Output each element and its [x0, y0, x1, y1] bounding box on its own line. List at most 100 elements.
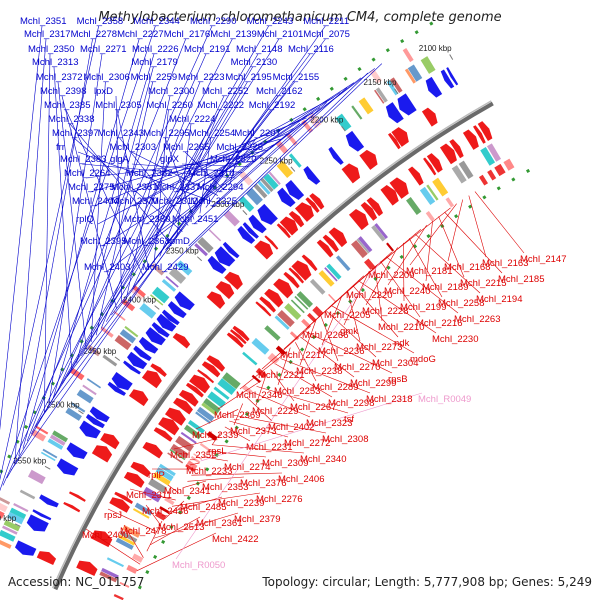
tick-label: 2450 kbp [83, 347, 116, 356]
gene-label-minus: Mchl_2305 [95, 100, 141, 111]
minus-cog-band [375, 87, 388, 103]
gene-label-plus: Mchl_2229 [252, 406, 298, 417]
outer-rna-band [132, 285, 146, 298]
minus-strand-gene [237, 225, 256, 244]
plus-strand-gene-outer [254, 240, 274, 260]
gene-label-minus: rplQ [76, 214, 94, 225]
gene-label-plus: Mchl_2323 [306, 418, 352, 429]
gene-label-plus: Mchl_2185 [498, 274, 544, 285]
minus-strand-gene [89, 406, 110, 423]
plus-strand-gene-outer [150, 363, 167, 377]
gene-label-plus: Mchl_2263 [454, 314, 500, 325]
plus-strand-gene [462, 129, 479, 150]
leader-line-minus [147, 149, 268, 179]
minus-cog-band [161, 278, 177, 292]
gene-label-minus: Mchl_2300 [148, 86, 194, 97]
gene-label-minus: Mchl_2395 [80, 236, 126, 247]
plus-cog-band [169, 448, 186, 461]
leader-line-minus [209, 144, 275, 179]
plus-rna-band [386, 242, 395, 252]
gene-label-minus: Mchl_2310 [188, 168, 234, 179]
minus-cog-band [276, 160, 294, 179]
minus-strand-gene [161, 309, 180, 326]
gene-label-minus: Mchl_2162 [256, 86, 302, 97]
gene-label-minus: Mchl_2275 [68, 182, 114, 193]
gene-label-minus: Mchl_2155 [273, 72, 319, 83]
gene-label-plus: Mchl_2369 [214, 410, 260, 421]
gene-label-minus: Mchl_2429 [142, 262, 188, 273]
minus-strand-gene [167, 301, 187, 319]
leader-line-plus [358, 280, 437, 334]
tick-label: 2200 kbp [310, 116, 343, 125]
gene-label-minus: Mchl_2243 [247, 16, 293, 27]
minus-cog-band [82, 384, 97, 396]
gene-label-plus: Mchl_2231 [246, 442, 292, 453]
gene-label-plus: Mchl_2402 [268, 422, 314, 433]
leader-line-plus [331, 305, 415, 354]
plus-strand-gene [114, 491, 133, 505]
leader-line-plus [171, 492, 261, 507]
gene-label-plus: Mchl_2346 [236, 390, 282, 401]
gene-label-plus: Mchl_2239 [218, 498, 264, 509]
plus-cog-band [213, 386, 230, 400]
leader-line-plus [387, 224, 427, 286]
plus-strand-gene [366, 197, 384, 217]
minus-strand-gene [425, 76, 443, 98]
gene-label-plus: Mchl_2299 [350, 378, 396, 389]
leader-line-plus [168, 496, 223, 513]
plus-strand-gene [291, 260, 312, 281]
minus-strand-gene [242, 222, 259, 239]
leader-line-minus [164, 137, 195, 220]
leader-line-minus [93, 117, 307, 207]
leader-line-plus [107, 508, 158, 533]
leader-line-minus [48, 53, 103, 406]
minus-cog-band [194, 243, 208, 257]
minus-strand-gene [257, 203, 278, 225]
gene-label-plus: Mchl_2168 [444, 262, 490, 273]
minus-cog-band [13, 503, 29, 513]
leader-line-plus [468, 195, 487, 258]
leader-line-minus [95, 81, 153, 336]
leader-line-minus [159, 109, 220, 257]
gene-label-plus: Mchl_2194 [476, 294, 522, 305]
leader-line-minus [165, 109, 272, 251]
minus-strand-gene [85, 413, 105, 429]
minus-cog-band [65, 407, 82, 421]
tick-mark [290, 166, 296, 172]
plus-strand-gene-outer [206, 291, 226, 309]
gene-label-plus: Mchl_2270 [334, 362, 380, 373]
plus-cog-band [351, 240, 368, 259]
tick-mark [394, 88, 399, 95]
plus-cog-band [152, 472, 171, 486]
minus-strand-gene [111, 372, 133, 391]
minus-strand-gene [107, 381, 127, 396]
gene-label-plus: Mchl_2436 [142, 506, 188, 517]
minus-cog-band [374, 89, 385, 104]
gene-label-minus: Mchl_2176 [164, 29, 210, 40]
plus-cog-band [326, 263, 342, 280]
gene-label-minus: Mchl_2225 [217, 142, 263, 153]
minus-cog-band [9, 507, 27, 520]
gene-label-minus: Mchl_2148 [236, 44, 282, 55]
gene-label-minus: Mchl_2363 [123, 236, 169, 247]
plus-cog-band [132, 508, 150, 519]
leader-line-plus [295, 342, 317, 382]
plus-strand-gene [173, 397, 193, 415]
gene-label-plus: rpsL [208, 446, 226, 457]
plus-strand-gene [259, 296, 276, 313]
leader-line-plus [153, 512, 239, 539]
gene-label-minus: Mchl_2254 [189, 128, 235, 139]
outer-rna-band [285, 132, 298, 146]
leader-line-plus [229, 420, 289, 438]
plus-strand-gene-outer [172, 332, 191, 349]
plus-cog-band [180, 431, 197, 444]
leader-line-minus [126, 95, 171, 296]
plus-strand-gene [130, 461, 151, 478]
leader-line-plus [191, 472, 283, 476]
plus-cog-band [324, 267, 338, 282]
tick-mark [242, 210, 248, 216]
gene-label-plus: Mchl_2163 [482, 258, 528, 269]
minus-cog-band [27, 469, 46, 485]
minus-strand-gene [222, 241, 240, 259]
